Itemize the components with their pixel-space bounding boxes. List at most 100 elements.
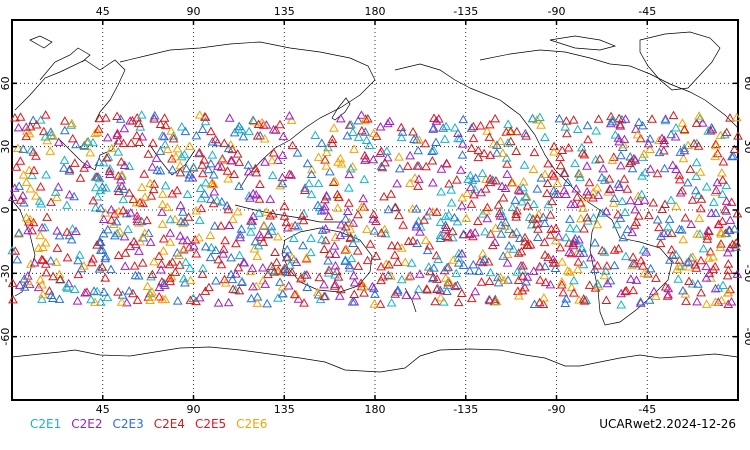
occultation-marker <box>7 192 18 202</box>
occultation-marker <box>465 170 476 180</box>
occultation-marker <box>118 205 129 215</box>
occultation-marker <box>696 194 707 203</box>
occultation-marker <box>330 260 341 270</box>
occultation-marker <box>628 285 639 295</box>
occultation-marker <box>691 157 702 167</box>
occultation-marker <box>280 264 290 273</box>
occultation-marker <box>59 155 70 164</box>
legend-item: C2E2 <box>71 417 103 431</box>
occultation-marker <box>330 269 340 279</box>
occultation-marker <box>118 138 129 147</box>
occultation-marker <box>344 120 355 129</box>
occultation-marker <box>172 296 183 305</box>
occultation-marker <box>566 282 577 292</box>
occultation-marker <box>599 247 610 256</box>
occultation-marker <box>428 178 438 187</box>
occultation-marker <box>137 182 147 192</box>
occultation-marker <box>95 185 106 195</box>
occultation-marker <box>521 277 532 286</box>
occultation-marker <box>106 264 116 274</box>
occultation-marker <box>539 237 550 247</box>
occultation-marker <box>283 280 294 290</box>
occultation-marker <box>365 239 376 248</box>
occultation-marker <box>371 131 382 140</box>
occultation-marker <box>476 277 487 286</box>
occultation-marker <box>217 155 228 164</box>
occultation-marker <box>113 171 124 180</box>
occultation-marker <box>401 290 412 299</box>
occultation-marker <box>119 231 130 241</box>
occultation-marker <box>654 222 664 232</box>
occultation-marker <box>287 221 297 231</box>
occultation-marker <box>376 161 387 171</box>
occultation-marker <box>336 284 346 294</box>
occultation-marker <box>376 228 387 237</box>
occultation-marker <box>245 227 256 236</box>
occultation-marker <box>14 280 25 289</box>
occultation-marker <box>538 212 549 221</box>
occultation-marker <box>300 185 310 195</box>
occultation-marker <box>648 197 659 207</box>
legend-item: C2E3 <box>112 417 144 431</box>
occultation-marker <box>37 222 47 232</box>
occultation-marker <box>435 230 446 239</box>
occultation-marker <box>24 128 35 138</box>
occultation-marker <box>716 227 726 236</box>
occultation-marker <box>234 181 244 190</box>
occultation-marker <box>500 217 511 227</box>
occultation-marker <box>71 226 81 235</box>
occultation-marker <box>427 146 437 155</box>
occultation-marker <box>705 246 716 256</box>
occultation-marker <box>116 297 127 306</box>
occultation-marker <box>164 259 175 269</box>
occultation-marker <box>46 130 57 139</box>
occultation-marker <box>349 277 360 287</box>
occultation-marker <box>403 272 414 281</box>
occultation-marker <box>501 153 512 162</box>
legend-item: C2E5 <box>194 417 227 431</box>
occultation-marker <box>345 224 356 233</box>
occultation-marker <box>184 141 195 150</box>
occultation-marker <box>633 191 644 200</box>
occultation-marker <box>483 256 494 266</box>
occultation-marker <box>621 285 632 295</box>
occultation-marker <box>629 220 640 229</box>
occultation-marker <box>82 159 92 169</box>
occultation-marker <box>343 198 354 207</box>
occultation-marker <box>468 259 479 269</box>
occultation-marker <box>368 214 378 223</box>
occultation-marker <box>660 114 671 123</box>
occultation-marker <box>66 234 77 244</box>
occultation-marker <box>540 277 551 287</box>
occultation-marker <box>598 163 608 173</box>
frame-ticks <box>12 20 738 400</box>
occultation-marker <box>678 285 688 295</box>
occultation-marker <box>90 172 101 181</box>
occultation-marker <box>362 224 372 233</box>
occultation-marker <box>655 238 666 248</box>
occultation-marker <box>24 165 35 175</box>
occultation-marker <box>200 177 211 187</box>
occultation-marker <box>157 219 168 228</box>
occultation-marker <box>682 177 693 187</box>
occultation-marker <box>298 215 309 225</box>
occultation-marker <box>517 271 528 280</box>
occultation-marker <box>359 288 369 297</box>
occultation-marker <box>306 233 316 242</box>
occultation-marker <box>408 236 418 245</box>
occultation-marker <box>701 261 712 271</box>
occultation-marker <box>496 220 506 229</box>
occultation-marker <box>108 219 119 228</box>
occultation-marker <box>597 245 608 255</box>
occultation-marker <box>422 284 432 294</box>
occultation-marker <box>113 183 124 193</box>
occultation-marker <box>62 227 72 236</box>
occultation-marker <box>706 122 717 132</box>
occultation-marker <box>564 267 575 276</box>
occultation-marker <box>147 162 158 171</box>
tick-labels: 45 90 135 180 -135 -90 -45 45 90 135 180 -135 -90 -45… <box>0 5 750 416</box>
occultation-marker <box>507 178 518 187</box>
occultation-marker <box>659 163 670 173</box>
occultation-marker <box>155 146 166 155</box>
occultation-marker <box>503 119 513 128</box>
